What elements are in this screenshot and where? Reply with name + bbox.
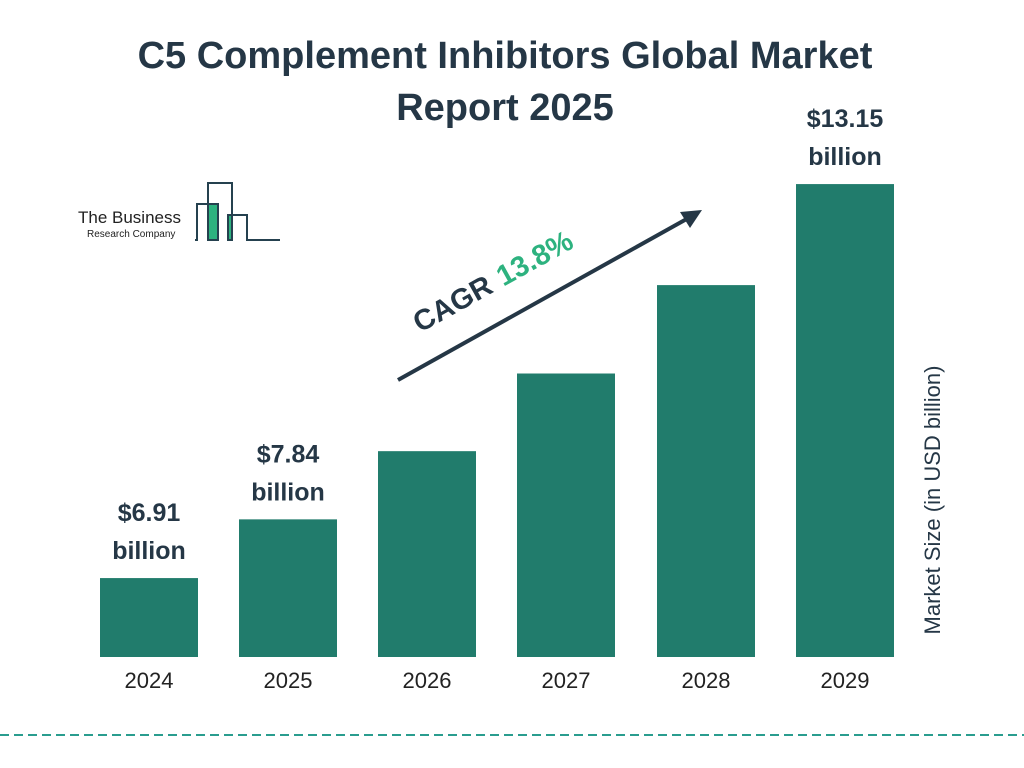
x-tick-label: 2024	[125, 668, 174, 693]
company-logo: The Business Research Company	[78, 182, 280, 241]
logo-line2: Research Company	[87, 229, 175, 240]
cagr-annotation: CAGR13.8%	[408, 225, 579, 339]
data-label-line2: billion	[112, 537, 186, 565]
data-label-line1: $7.84	[257, 440, 320, 468]
x-tick-label: 2027	[542, 668, 591, 693]
x-tick-label: 2026	[403, 668, 452, 693]
x-tick-label: 2029	[821, 668, 870, 693]
bar-2027	[517, 373, 615, 657]
cagr-arrow-line	[397, 214, 693, 382]
bar-2028	[657, 285, 755, 657]
bar-2024	[100, 578, 198, 657]
bar-2025	[239, 519, 337, 657]
data-label-line1: $13.15	[807, 105, 884, 133]
cagr-prefix: CAGR	[408, 270, 498, 339]
data-label-line2: billion	[808, 143, 882, 171]
x-tick-label: 2028	[682, 668, 731, 693]
data-label-line1: $6.91	[118, 499, 181, 527]
bar-2029	[796, 184, 894, 657]
y-axis-label: Market Size (in USD billion)	[920, 366, 945, 635]
chart-title: C5 Complement Inhibitors Global Market R…	[137, 35, 873, 129]
data-label-line2: billion	[251, 478, 325, 506]
cagr-value: 13.8%	[491, 225, 579, 293]
logo-line1: The Business	[78, 208, 181, 227]
bar-2026	[378, 451, 476, 657]
x-tick-label: 2025	[264, 668, 313, 693]
cagr-arrow-head	[680, 210, 702, 228]
